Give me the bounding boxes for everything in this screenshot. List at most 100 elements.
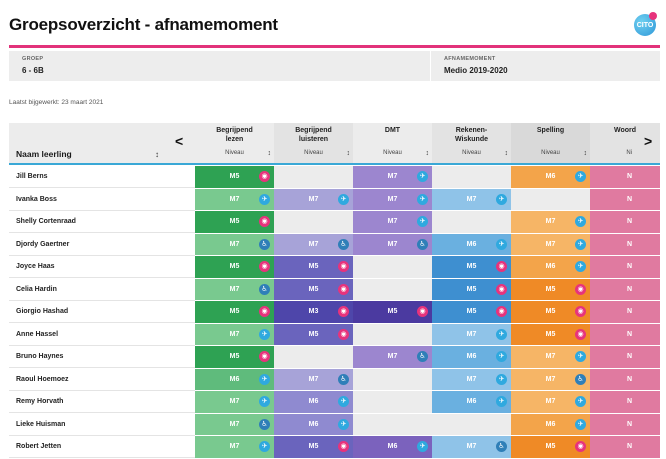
score-cell[interactable]: N [590,413,660,436]
table-row[interactable]: Joyce Haas M5 ◉ M5 ◉ M5 ◉ M6 ✈ N [9,256,660,279]
score-cell[interactable]: M5 ◉ [432,301,511,324]
score-cell[interactable]: N [590,188,660,211]
score-cell[interactable]: M5 ◉ [511,323,590,346]
subject-column-header[interactable]: DMT Niveau ↕ [353,123,432,163]
score-cell[interactable]: N [590,346,660,369]
sort-niveau-icon[interactable]: ↕ [346,150,351,157]
score-cell[interactable]: N [590,391,660,414]
score-cell[interactable]: M5 ◉ [511,436,590,459]
table-row[interactable]: Raoul Hoemoez M6 ✈ M7 ♿ M7 ✈ M7 ♿ N [9,368,660,391]
score-cell[interactable]: N [590,436,660,459]
score-cell[interactable]: M7 ♿ [274,368,353,391]
score-cell[interactable] [353,278,432,301]
score-cell[interactable]: M5 ◉ [432,278,511,301]
subject-column-header[interactable]: Spelling Niveau ↕ [511,123,590,163]
score-cell[interactable]: N [590,301,660,324]
table-row[interactable]: Bruno Haynes M5 ◉ M7 ♿ M6 ✈ M7 ✈ N [9,346,660,369]
score-cell[interactable]: M5 ◉ [511,301,590,324]
score-cell[interactable]: N [590,166,660,189]
score-cell[interactable]: M7 ✈ [432,188,511,211]
score-cell[interactable]: N [590,256,660,279]
score-cell[interactable] [274,211,353,234]
score-cell[interactable]: M7 ♿ [195,278,274,301]
table-row[interactable]: Anne Hassel M7 ✈ M5 ◉ M7 ✈ M5 ◉ N [9,323,660,346]
score-cell[interactable]: M7 ♿ [195,413,274,436]
sort-name-icon[interactable]: ↕ [155,150,159,159]
score-cell[interactable]: M5 ◉ [195,211,274,234]
table-row[interactable]: Jill Berns M5 ◉ M7 ✈ M6 ✈ N [9,166,660,189]
score-cell[interactable]: M5 ◉ [195,346,274,369]
score-cell[interactable]: M7 ✈ [511,233,590,256]
score-cell[interactable] [432,211,511,234]
score-cell[interactable]: M7 ✈ [353,211,432,234]
score-cell[interactable]: M7 ♿ [195,233,274,256]
score-cell[interactable]: M7 ♿ [511,368,590,391]
score-cell[interactable]: M6 ✈ [195,368,274,391]
score-cell[interactable]: M6 ✈ [511,256,590,279]
score-cell[interactable]: M7 ♿ [432,436,511,459]
score-cell[interactable]: M6 ✈ [274,413,353,436]
score-cell[interactable] [432,413,511,436]
table-row[interactable]: Celia Hardin M7 ♿ M5 ◉ M5 ◉ M5 ◉ N [9,278,660,301]
score-cell[interactable]: N [590,323,660,346]
score-cell[interactable]: M6 ✈ [511,413,590,436]
score-cell[interactable]: N [590,368,660,391]
score-cell[interactable] [274,346,353,369]
score-cell[interactable]: M7 ✈ [511,346,590,369]
score-cell[interactable]: N [590,233,660,256]
score-cell[interactable] [353,256,432,279]
score-cell[interactable]: M5 ◉ [274,436,353,459]
name-column-header[interactable]: Naam leerling ↕ < [9,123,195,163]
sort-niveau-icon[interactable]: ↕ [425,150,430,157]
score-cell[interactable]: N [590,278,660,301]
score-cell[interactable] [353,368,432,391]
prev-columns-arrow[interactable]: < [175,133,184,149]
score-cell[interactable]: M5 ◉ [353,301,432,324]
subject-column-header[interactable]: Woord Ni [590,123,660,163]
table-row[interactable]: Djordy Gaertner M7 ♿ M7 ♿ M7 ♿ M6 ✈ M7 ✈ N [9,233,660,256]
sort-niveau-icon[interactable]: ↕ [583,150,588,157]
score-cell[interactable]: M7 ✈ [195,323,274,346]
table-row[interactable]: Shelly Cortenraad M5 ◉ M7 ✈ M7 ✈ N [9,211,660,234]
table-row[interactable]: Lieke Huisman M7 ♿ M6 ✈ M6 ✈ N [9,413,660,436]
sort-niveau-icon[interactable]: ↕ [267,150,272,157]
table-row[interactable]: Robert Jetten M7 ✈ M5 ◉ M6 ✈ M7 ♿ M5 ◉ N [9,436,660,459]
sort-niveau-icon[interactable]: ↕ [504,150,509,157]
score-cell[interactable]: M5 ◉ [195,166,274,189]
subject-column-header[interactable]: Rekenen- Wiskunde Niveau ↕ [432,123,511,163]
score-cell[interactable]: M7 ✈ [195,188,274,211]
score-cell[interactable]: M6 ✈ [511,166,590,189]
score-cell[interactable] [274,166,353,189]
score-cell[interactable]: M7 ♿ [353,346,432,369]
score-cell[interactable] [353,413,432,436]
score-cell[interactable]: M7 ✈ [274,188,353,211]
score-cell[interactable]: M7 ✈ [353,188,432,211]
score-cell[interactable]: M5 ◉ [195,301,274,324]
score-cell[interactable] [511,188,590,211]
subject-column-header[interactable]: Begrijpend luisteren Niveau ↕ [274,123,353,163]
score-cell[interactable]: M6 ✈ [353,436,432,459]
score-cell[interactable]: M7 ✈ [195,436,274,459]
table-row[interactable]: Giorgio Hashad M5 ◉ M3 ◉ M5 ◉ M5 ◉ M5 ◉ N [9,301,660,324]
score-cell[interactable]: M3 ◉ [274,301,353,324]
score-cell[interactable]: N [590,211,660,234]
score-cell[interactable]: M6 ✈ [274,391,353,414]
score-cell[interactable]: M5 ◉ [195,256,274,279]
score-cell[interactable]: M5 ◉ [274,256,353,279]
score-cell[interactable]: M7 ♿ [274,233,353,256]
score-cell[interactable]: M7 ✈ [195,391,274,414]
score-cell[interactable]: M7 ✈ [353,166,432,189]
table-row[interactable]: Ivanka Boss M7 ✈ M7 ✈ M7 ✈ M7 ✈ N [9,188,660,211]
score-cell[interactable]: M6 ✈ [432,391,511,414]
score-cell[interactable]: M6 ✈ [432,233,511,256]
table-row[interactable]: Remy Horvath M7 ✈ M6 ✈ M6 ✈ M7 ✈ N [9,391,660,414]
score-cell[interactable]: M7 ✈ [432,323,511,346]
subject-column-header[interactable]: Begrijpend lezen Niveau ↕ [195,123,274,163]
score-cell[interactable]: M5 ◉ [432,256,511,279]
score-cell[interactable]: M7 ✈ [511,391,590,414]
score-cell[interactable]: M7 ♿ [353,233,432,256]
next-columns-arrow[interactable]: > [644,133,653,149]
score-cell[interactable] [353,391,432,414]
score-cell[interactable]: M7 ✈ [511,211,590,234]
score-cell[interactable] [432,166,511,189]
